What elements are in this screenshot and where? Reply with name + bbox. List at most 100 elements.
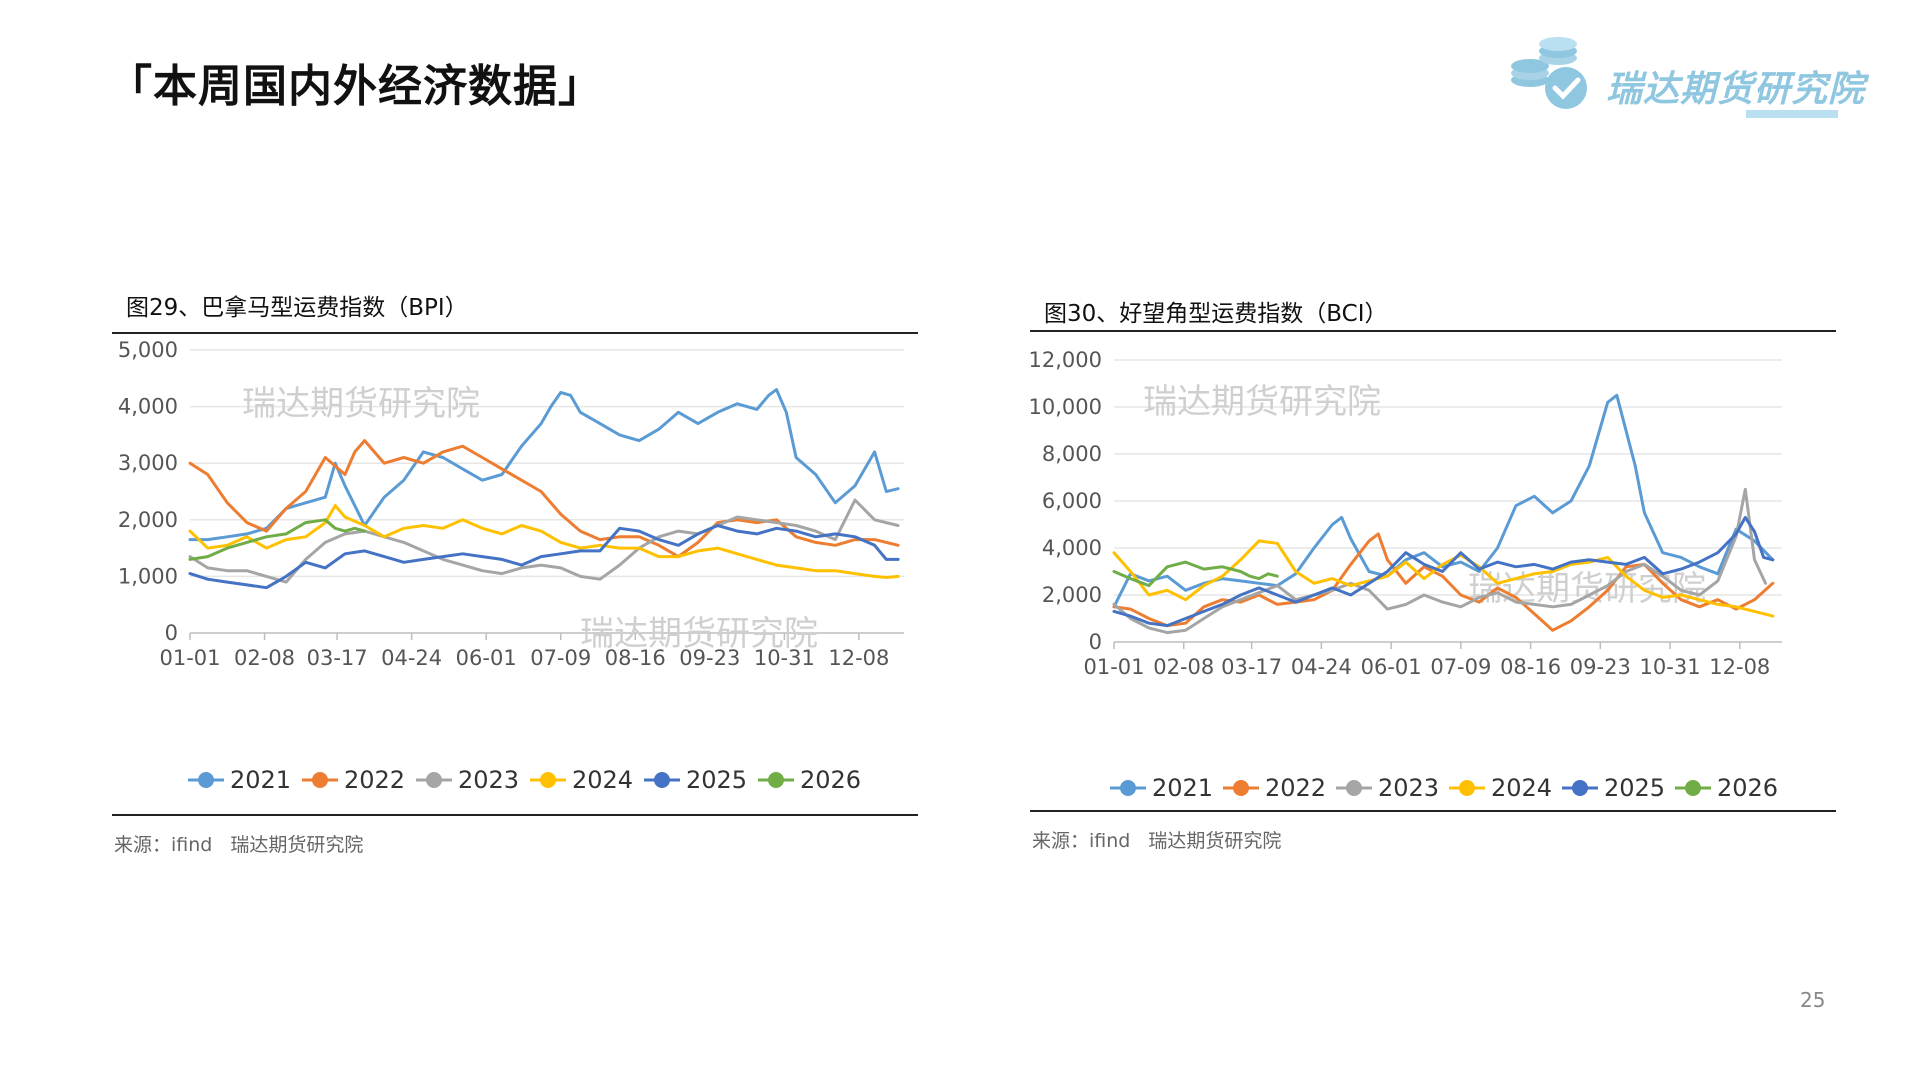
- x-tick-label: 12-08: [828, 646, 889, 670]
- source-org: 瑞达期货研究院: [230, 834, 364, 856]
- y-tick-label: 0: [165, 621, 178, 645]
- series-line-2021: [1112, 393, 1775, 609]
- company-logo: 瑞达期货研究院: [1500, 36, 1864, 122]
- x-tick-label: 08-16: [1500, 655, 1561, 679]
- legend-label: 2021: [230, 766, 291, 794]
- logo-text: 瑞达期货研究院: [1606, 69, 1866, 110]
- x-tick-label: 10-31: [754, 646, 815, 670]
- legend-item-2022: 2022: [1223, 774, 1326, 802]
- series-line-2026: [1112, 560, 1279, 588]
- x-tick-label: 02-08: [234, 646, 295, 670]
- source-org: 瑞达期货研究院: [1148, 830, 1282, 852]
- watermark-text: 瑞达期货研究院: [580, 614, 818, 654]
- legend-circle-marker-icon: [312, 772, 328, 788]
- legend-circle-marker-icon: [540, 772, 556, 788]
- y-tick-label: 0: [1089, 630, 1102, 654]
- legend-circle-marker-icon: [654, 772, 670, 788]
- chart-panel-bpi: 图29、巴拿马型运费指数（BPI） 0 1,000 2,000 3,000 4,000 5…: [112, 284, 918, 864]
- legend-item-2023: 2023: [416, 766, 519, 794]
- legend-label: 2021: [1152, 774, 1213, 802]
- bottom-rule: [112, 814, 918, 816]
- x-tick-label: 03-17: [1221, 655, 1282, 679]
- legend-label: 2023: [458, 766, 519, 794]
- legend-item-2021: 2021: [1110, 774, 1213, 802]
- x-tick-label: 04-24: [1291, 655, 1352, 679]
- legend-circle-marker-icon: [426, 772, 442, 788]
- source-label: 来源：ifind: [114, 834, 213, 856]
- legend-item-2026: 2026: [758, 766, 861, 794]
- page-title: 「本周国内外经济数据」: [108, 61, 603, 112]
- legend-item-2026: 2026: [1675, 774, 1778, 802]
- x-tick-label: 12-08: [1709, 655, 1770, 679]
- series-line-2023: [1112, 487, 1767, 635]
- y-tick-label: 8,000: [1042, 442, 1102, 466]
- y-tick-label: 12,000: [1030, 348, 1102, 372]
- legend-label: 2026: [1717, 774, 1778, 802]
- legend-circle-marker-icon: [1233, 780, 1249, 796]
- logo-underline: [1746, 110, 1838, 118]
- y-tick-label: 10,000: [1030, 395, 1102, 419]
- source-label: 来源：ifind: [1032, 830, 1131, 852]
- y-tick-label: 1,000: [118, 564, 178, 588]
- series-line-2021: [188, 388, 900, 542]
- coin-stack-checkmark-icon: [1511, 37, 1587, 109]
- legend-circle-marker-icon: [1459, 780, 1475, 796]
- legend-label: 2022: [344, 766, 405, 794]
- legend-label: 2023: [1378, 774, 1439, 802]
- legend-circle-marker-icon: [768, 772, 784, 788]
- legend-circle-marker-icon: [1685, 780, 1701, 796]
- legend-circle-marker-icon: [198, 772, 214, 788]
- x-tick-label: 07-09: [530, 646, 591, 670]
- bottom-rule: [1030, 810, 1836, 812]
- y-tick-label: 4,000: [1042, 536, 1102, 560]
- figure-title: 图29、巴拿马型运费指数（BPI）: [126, 295, 468, 321]
- legend-item-2024: 2024: [1449, 774, 1552, 802]
- watermark-text: 瑞达期货研究院: [1468, 569, 1706, 609]
- series-line-2025: [1112, 515, 1775, 628]
- figure-title: 图30、好望角型运费指数（BCI）: [1044, 301, 1388, 327]
- legend-circle-marker-icon: [1346, 780, 1362, 796]
- legend-circle-marker-icon: [1572, 780, 1588, 796]
- legend-item-2024: 2024: [530, 766, 633, 794]
- bci-line-chart: 0 2,000 4,000 6,000 8,000 10,000 12,000 01-01 02…: [1030, 348, 1782, 802]
- legend-label: 2022: [1265, 774, 1326, 802]
- series-line-2023: [188, 498, 900, 584]
- x-tick-label: 08-16: [605, 646, 666, 670]
- chart-panel-bci: 图30、好望角型运费指数（BCI） 0 2,000 4,000 6,000 8,000 1…: [1030, 290, 1836, 864]
- y-tick-label: 6,000: [1042, 489, 1102, 513]
- series-line-2024: [1112, 539, 1775, 618]
- x-tick-label: 04-24: [381, 646, 442, 670]
- watermark-text: 瑞达期货研究院: [1143, 382, 1381, 422]
- legend-item-2025: 2025: [644, 766, 747, 794]
- x-tick-label: 06-01: [1361, 655, 1422, 679]
- title-rule: [112, 332, 918, 334]
- x-tick-label: 02-08: [1153, 655, 1214, 679]
- x-tick-label: 09-23: [1570, 655, 1631, 679]
- legend-label: 2025: [1604, 774, 1665, 802]
- series-line-2025: [188, 524, 900, 590]
- x-tick-label: 09-23: [679, 646, 740, 670]
- series-line-2026: [188, 518, 367, 561]
- x-tick-label: 07-09: [1430, 655, 1491, 679]
- y-tick-label: 2,000: [118, 508, 178, 532]
- series-line-2022: [188, 439, 900, 559]
- x-tick-label: 01-01: [159, 646, 220, 670]
- legend-label: 2025: [686, 766, 747, 794]
- title-rule: [1030, 330, 1836, 332]
- x-tick-label: 03-17: [307, 646, 368, 670]
- series-line-2024: [188, 504, 900, 579]
- page-number: 25: [1800, 988, 1826, 1012]
- x-tick-label: 01-01: [1083, 655, 1144, 679]
- legend-label: 2024: [1491, 774, 1552, 802]
- legend-label: 2024: [572, 766, 633, 794]
- watermark-text: 瑞达期货研究院: [242, 384, 480, 424]
- legend-item-2025: 2025: [1562, 774, 1665, 802]
- y-tick-label: 2,000: [1042, 583, 1102, 607]
- legend-circle-marker-icon: [1120, 780, 1136, 796]
- legend-label: 2026: [800, 766, 861, 794]
- legend-item-2021: 2021: [188, 766, 291, 794]
- y-tick-label: 4,000: [118, 395, 178, 419]
- x-tick-label: 06-01: [456, 646, 517, 670]
- source-note: 来源：ifind 瑞达期货研究院: [1032, 826, 1281, 853]
- y-tick-label: 3,000: [118, 451, 178, 475]
